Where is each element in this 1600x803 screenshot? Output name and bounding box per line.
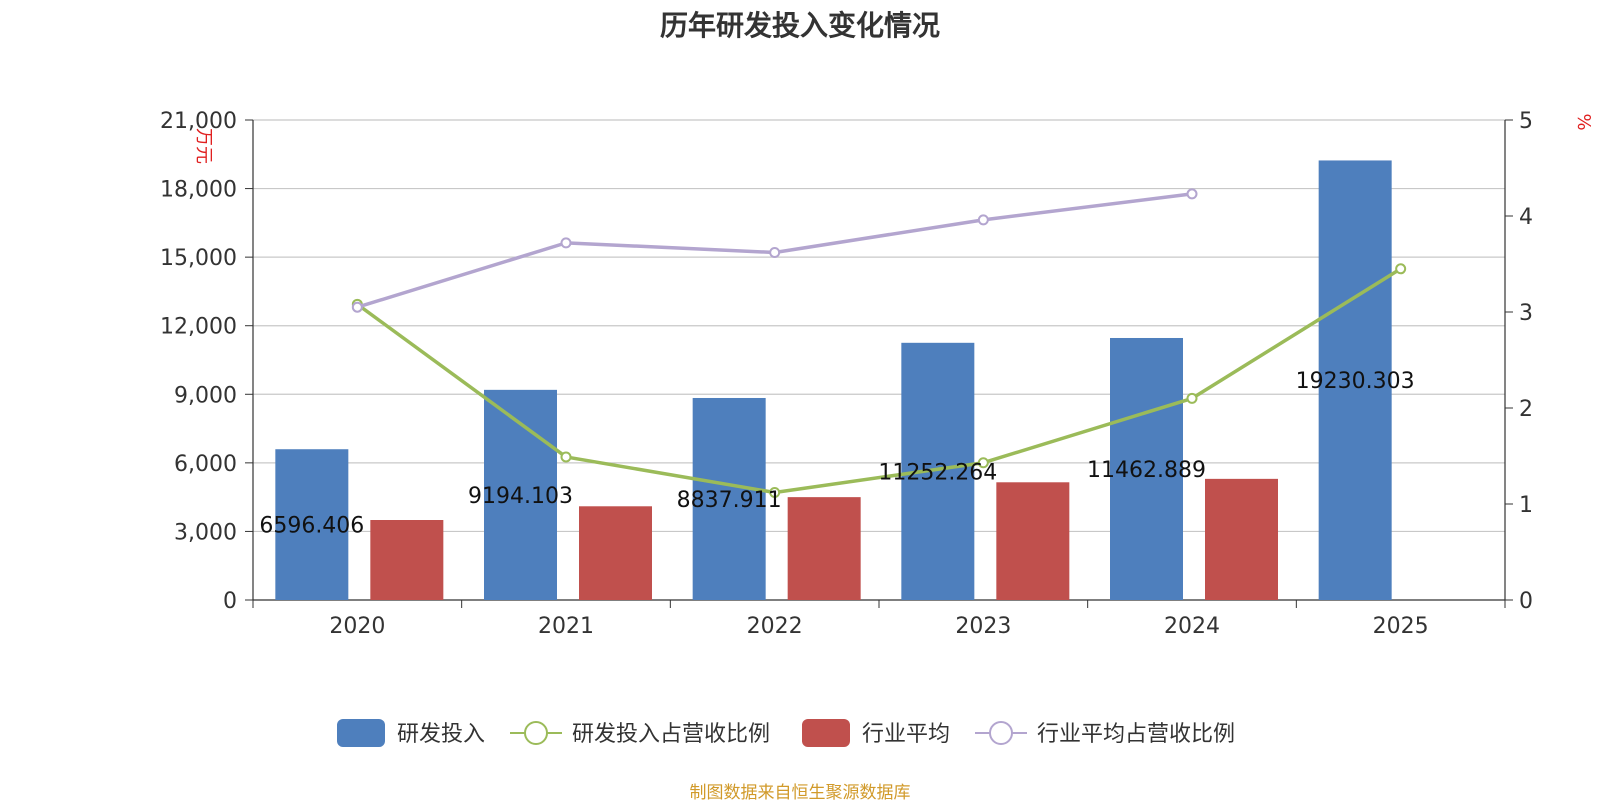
bar-value-label: 6596.406 <box>259 514 364 539</box>
bar-2022-s1 <box>787 497 861 600</box>
line-point <box>560 237 572 249</box>
bar-value-label: 9194.103 <box>468 484 573 509</box>
legend-label: 行业平均 <box>862 722 950 747</box>
line-point <box>1186 188 1198 200</box>
bars-layer <box>275 160 1392 601</box>
chart-title: 历年研发投入变化情况 <box>659 9 940 42</box>
x-tick-label: 2020 <box>329 614 385 639</box>
line-point <box>977 214 989 226</box>
y-left-tick-label: 6,000 <box>174 452 237 477</box>
y-right-tick-label: 1 <box>1519 493 1533 518</box>
legend-label: 行业平均占营收比例 <box>1037 722 1235 747</box>
bar-2021-s1 <box>579 506 652 600</box>
bar-value-label: 8837.911 <box>677 488 782 513</box>
legend-label: 研发投入 <box>397 722 485 747</box>
bar-2024-s1 <box>1205 478 1278 600</box>
legend-item-0[interactable]: 研发投入 <box>337 719 485 747</box>
bar-2020-s0 <box>275 449 349 600</box>
y-right-unit-label: % <box>1573 113 1594 130</box>
x-tick-label: 2023 <box>955 614 1011 639</box>
y-left-tick-label: 12,000 <box>160 315 237 340</box>
legend-item-2[interactable]: 行业平均 <box>802 719 950 747</box>
line-point <box>560 451 572 463</box>
legend-item-3[interactable]: 行业平均占营收比例 <box>975 721 1235 747</box>
bar-2025-s0 <box>1318 160 1392 601</box>
bar-value-label: 11462.889 <box>1087 458 1206 483</box>
y-left-tick-label: 3,000 <box>174 520 237 545</box>
y-right-tick-label: 4 <box>1519 205 1533 230</box>
bar-2023-s1 <box>996 482 1070 600</box>
data-labels: 6596.406 9194.103 8837.911 11252.264 11462.8… <box>259 369 1414 538</box>
x-tick-label: 2021 <box>538 614 594 639</box>
legend-swatch-marker <box>524 721 548 745</box>
bar-value-label: 11252.264 <box>878 460 997 485</box>
y-right-tick-label: 2 <box>1519 397 1533 422</box>
line-point <box>1395 263 1407 275</box>
y-right-tick-label: 5 <box>1519 109 1533 134</box>
line-point <box>769 246 781 258</box>
line-point <box>769 486 781 498</box>
y-left-tick-label: 9,000 <box>174 383 237 408</box>
y-right-tick-label: 0 <box>1519 589 1533 614</box>
y-left-unit-label: 万元 <box>193 128 214 164</box>
bar-value-label: 19230.303 <box>1296 369 1415 394</box>
line-point <box>351 301 363 313</box>
x-tick-label: 2025 <box>1373 614 1429 639</box>
legend-swatch-bar <box>337 719 385 747</box>
bar-2020-s1 <box>370 520 444 600</box>
y-left-tick-label: 15,000 <box>160 246 237 271</box>
y-left-tick-label: 18,000 <box>160 178 237 203</box>
axes: 0 3,000 6,000 9,000 12,000 15,000 18,000 21,000… <box>160 109 1594 639</box>
bar-2024-s0 <box>1110 337 1183 600</box>
line-point <box>1186 392 1198 404</box>
x-tick-label: 2024 <box>1164 614 1220 639</box>
legend-item-1[interactable]: 研发投入占营收比例 <box>510 721 770 747</box>
line-point <box>977 457 989 469</box>
series-line-0 <box>356 267 1402 495</box>
grid-lines <box>253 119 1505 533</box>
source-note: 制图数据来自恒生聚源数据库 <box>689 783 911 803</box>
lines-layer <box>351 188 1407 498</box>
bar-2022-s0 <box>692 397 766 600</box>
legend-swatch-marker <box>989 721 1013 745</box>
legend-label: 研发投入占营收比例 <box>572 722 770 747</box>
x-tick-label: 2022 <box>747 614 803 639</box>
y-left-tick-label: 0 <box>223 589 237 614</box>
legend-swatch-bar <box>802 719 850 747</box>
legend[interactable]: 研发投入 研发投入占营收比例 行业平均 行业平均占营收比例 <box>337 719 1235 747</box>
y-right-tick-label: 3 <box>1519 301 1533 326</box>
y-left-tick-label: 21,000 <box>160 109 237 134</box>
